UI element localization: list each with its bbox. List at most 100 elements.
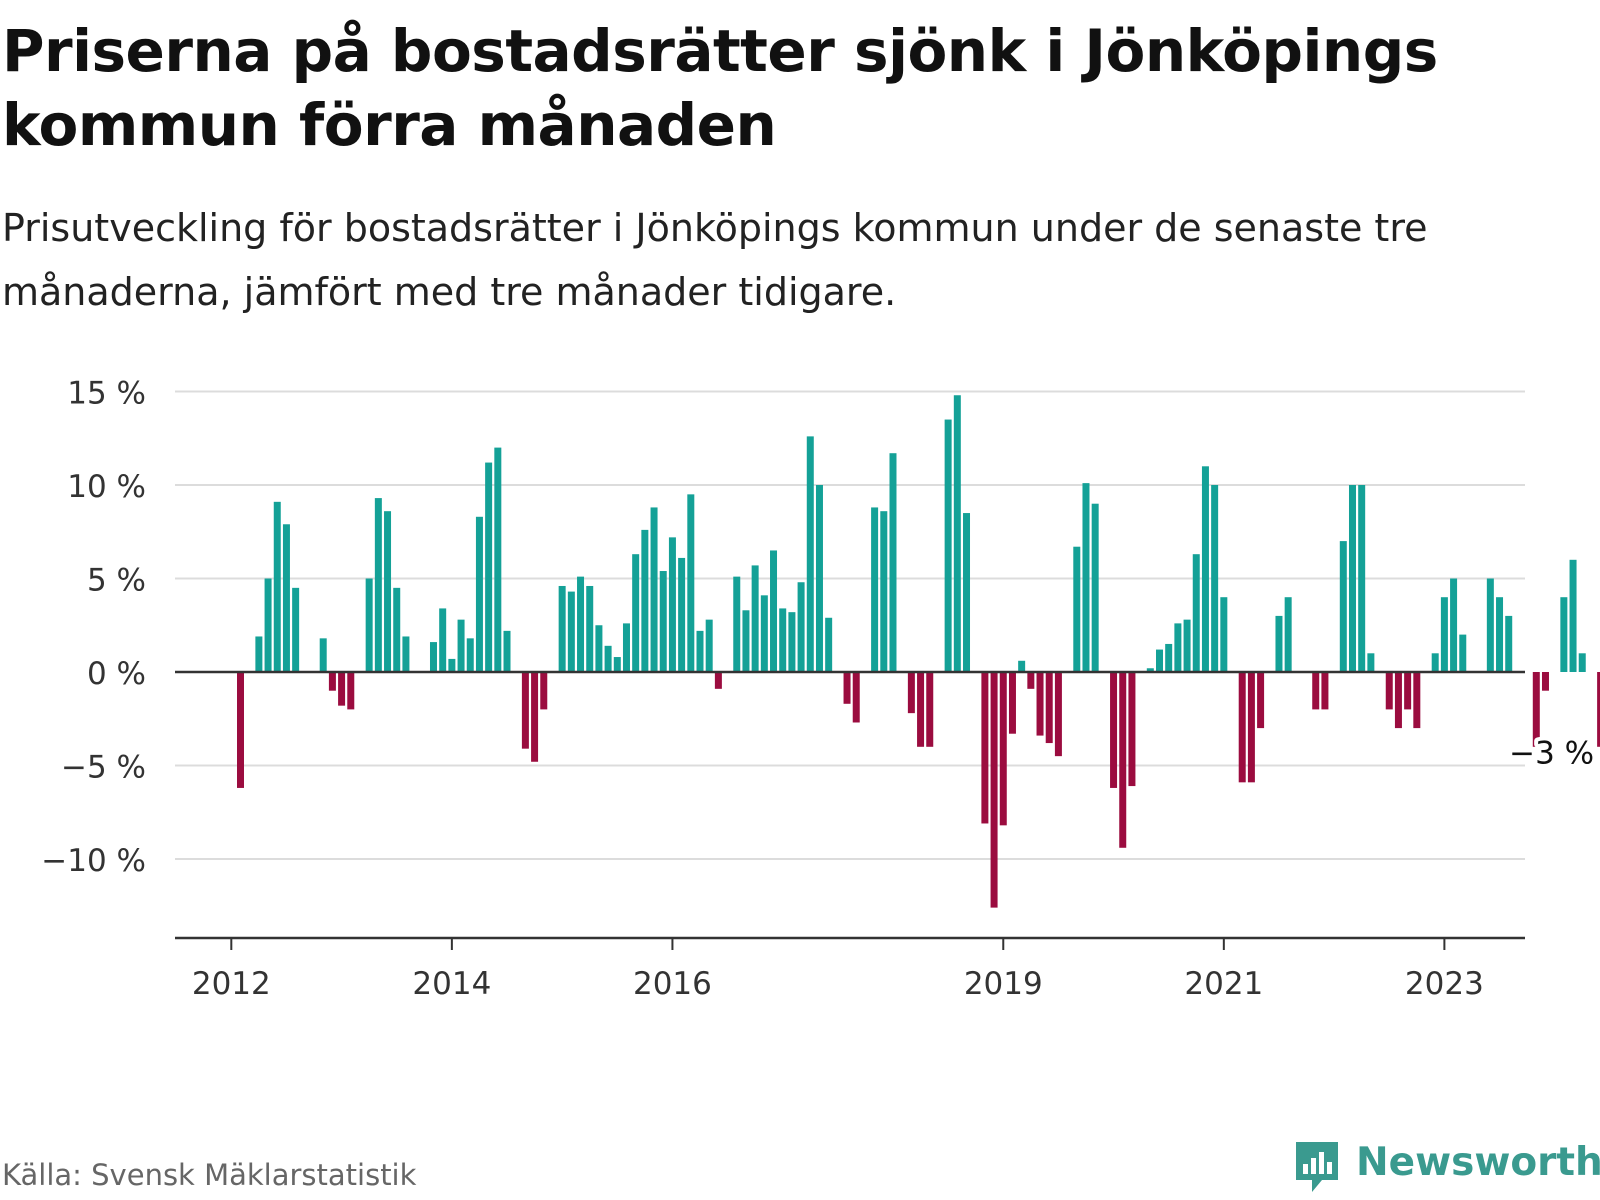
bar-2022-06 <box>1385 672 1393 710</box>
x-tick-label: 2023 <box>1405 966 1484 1002</box>
bar-2022-03 <box>1358 485 1366 672</box>
bar-2016-03 <box>696 630 704 672</box>
bar-2014-05 <box>494 447 502 672</box>
bar-2015-07 <box>622 623 630 672</box>
bar-2020-05 <box>1156 649 1163 672</box>
bar-2017-08 <box>852 672 860 723</box>
bar-2016-02 <box>687 494 695 672</box>
bar-2023-02 <box>1459 634 1467 672</box>
bar-2020-09 <box>1192 554 1200 672</box>
bar-2014-03 <box>475 516 483 672</box>
bar-2020-12 <box>1220 597 1228 672</box>
x-tick-label: 2016 <box>633 966 712 1002</box>
bar-2018-04 <box>926 672 934 747</box>
bar-2019-01 <box>1008 672 1016 734</box>
annotation-label: −3 % <box>1509 736 1594 772</box>
bar-2014-06 <box>503 630 511 672</box>
bar-undefined <box>1597 672 1600 747</box>
bar-2013-05 <box>384 511 392 672</box>
bar-2015-10 <box>650 507 658 672</box>
bar-2012-06 <box>282 524 290 672</box>
bar-undefined <box>1541 672 1549 691</box>
bar-2018-12 <box>999 672 1007 826</box>
bar-2012-01 <box>237 672 244 788</box>
bar-2019-10 <box>1091 503 1099 672</box>
bar-2017-10 <box>871 507 879 672</box>
bar-2015-11 <box>659 571 667 672</box>
bar-2021-03 <box>1247 672 1255 783</box>
bar-2012-04 <box>264 578 272 672</box>
bar-2012-11 <box>328 672 336 691</box>
newsworthy-brand[interactable]: Newsworthy <box>1292 1138 1600 1200</box>
bar-2013-07 <box>402 636 410 672</box>
y-tick-label: 0 % <box>87 656 146 692</box>
bar-2017-05 <box>825 617 833 672</box>
bar-2018-02 <box>907 672 915 714</box>
bar-2019-06 <box>1054 672 1062 757</box>
bar-2017-12 <box>889 453 897 672</box>
chart-title: Priserna på bostadsrätter sjönk i Jönköp… <box>2 17 1438 159</box>
bar-undefined <box>1532 672 1540 747</box>
bar-2018-07 <box>953 395 961 672</box>
bar-2013-04 <box>374 498 382 672</box>
bar-2023-01 <box>1450 578 1458 672</box>
bar-2014-10 <box>540 672 548 710</box>
bar-2016-10 <box>760 595 768 672</box>
bar-undefined <box>1505 615 1513 672</box>
bar-2022-12 <box>1440 597 1448 672</box>
bar-2021-07 <box>1284 597 1292 672</box>
y-tick-label: −5 % <box>61 750 146 786</box>
y-tick-label: 10 % <box>67 469 146 505</box>
bar-2013-01 <box>347 672 355 710</box>
bar-2015-05 <box>604 645 612 672</box>
bar-2012-12 <box>338 672 346 706</box>
bar-2013-10 <box>429 642 437 672</box>
bar-2021-10 <box>1312 672 1320 710</box>
bar-2018-10 <box>981 672 989 824</box>
bar-2018-03 <box>917 672 925 747</box>
bar-2012-03 <box>255 636 263 672</box>
bar-2022-09 <box>1413 672 1421 729</box>
bar-2018-08 <box>963 513 971 672</box>
bar-2012-10 <box>319 638 327 672</box>
bar-2022-07 <box>1394 672 1402 729</box>
bar-2017-07 <box>843 672 851 704</box>
bar-2018-11 <box>990 672 998 908</box>
bar-2022-02 <box>1348 485 1356 672</box>
bar-2021-11 <box>1321 672 1329 710</box>
bar-2021-04 <box>1257 672 1265 729</box>
y-tick-label: −10 % <box>41 843 146 879</box>
annotation-halo: −3 % <box>1509 736 1594 772</box>
bar-2020-04 <box>1146 668 1154 672</box>
bar-2020-02 <box>1128 672 1136 787</box>
bar-2016-12 <box>779 608 787 672</box>
bar-chart: 15 % 10 % 5 % 0 % −5 % −10 % 2012 2014 2016 2019 2… <box>41 376 1600 1002</box>
bar-2017-01 <box>788 612 796 672</box>
x-tick-label: 2019 <box>964 966 1043 1002</box>
bar-2017-03 <box>806 436 814 672</box>
bar-undefined <box>1496 597 1504 672</box>
bar-2021-02 <box>1238 672 1246 783</box>
bar-2022-04 <box>1367 653 1375 672</box>
x-tick-label: 2012 <box>192 966 271 1002</box>
source-note: Källa: Svensk Mäklarstatistik <box>2 1158 417 1192</box>
bar-2013-12 <box>448 658 456 672</box>
bar-2015-02 <box>577 576 585 672</box>
x-tick-label: 2021 <box>1184 966 1263 1002</box>
bar-2014-12 <box>558 585 566 672</box>
bar-2020-01 <box>1119 672 1127 848</box>
bar-2019-12 <box>1110 672 1118 788</box>
bar-2012-07 <box>292 587 300 672</box>
bar-2015-03 <box>586 585 594 672</box>
brand-name: Newsworthy <box>1356 1140 1600 1185</box>
bar-2017-04 <box>815 485 823 672</box>
bar-2014-08 <box>521 672 529 749</box>
bar-2013-11 <box>439 608 447 672</box>
bar-2015-01 <box>567 591 575 672</box>
bar-2022-11 <box>1431 653 1439 672</box>
bar-undefined <box>1560 597 1568 672</box>
bar-undefined <box>1569 559 1577 672</box>
bar-2016-01 <box>678 557 686 672</box>
bar-2019-03 <box>1027 672 1035 689</box>
bar-2021-06 <box>1275 615 1283 672</box>
